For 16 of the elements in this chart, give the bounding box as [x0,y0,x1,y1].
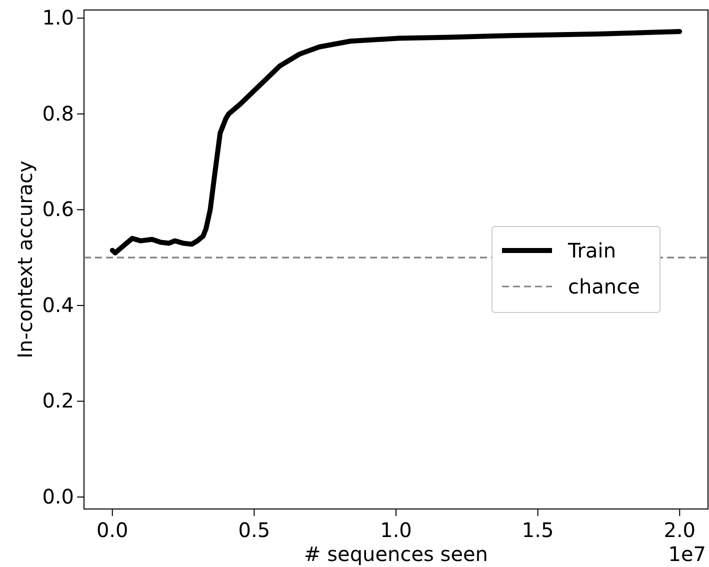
x-tick-label: 0.0 [96,518,128,542]
x-tick-label: 1.5 [522,518,554,542]
y-tick-label: 0.6 [42,197,74,222]
x-tick-label: 1.0 [380,518,412,542]
text: 1e7 [668,542,706,566]
x-tick-label: 2.0 [664,518,696,542]
y-tick-label: 0.0 [42,484,74,508]
y-tick-label: 0.8 [42,101,74,126]
y-tick-label: 1.0 [42,6,74,30]
y-tick-label: 0.4 [42,292,74,317]
y-tick-label: 0.2 [42,388,74,413]
legend-label: chance [568,274,640,298]
x-axis-title: # sequences seen [304,542,488,566]
y-axis-title: In-context accuracy [13,160,37,358]
legend-label: Train [567,238,616,262]
x-tick-label: 0.5 [238,518,270,542]
